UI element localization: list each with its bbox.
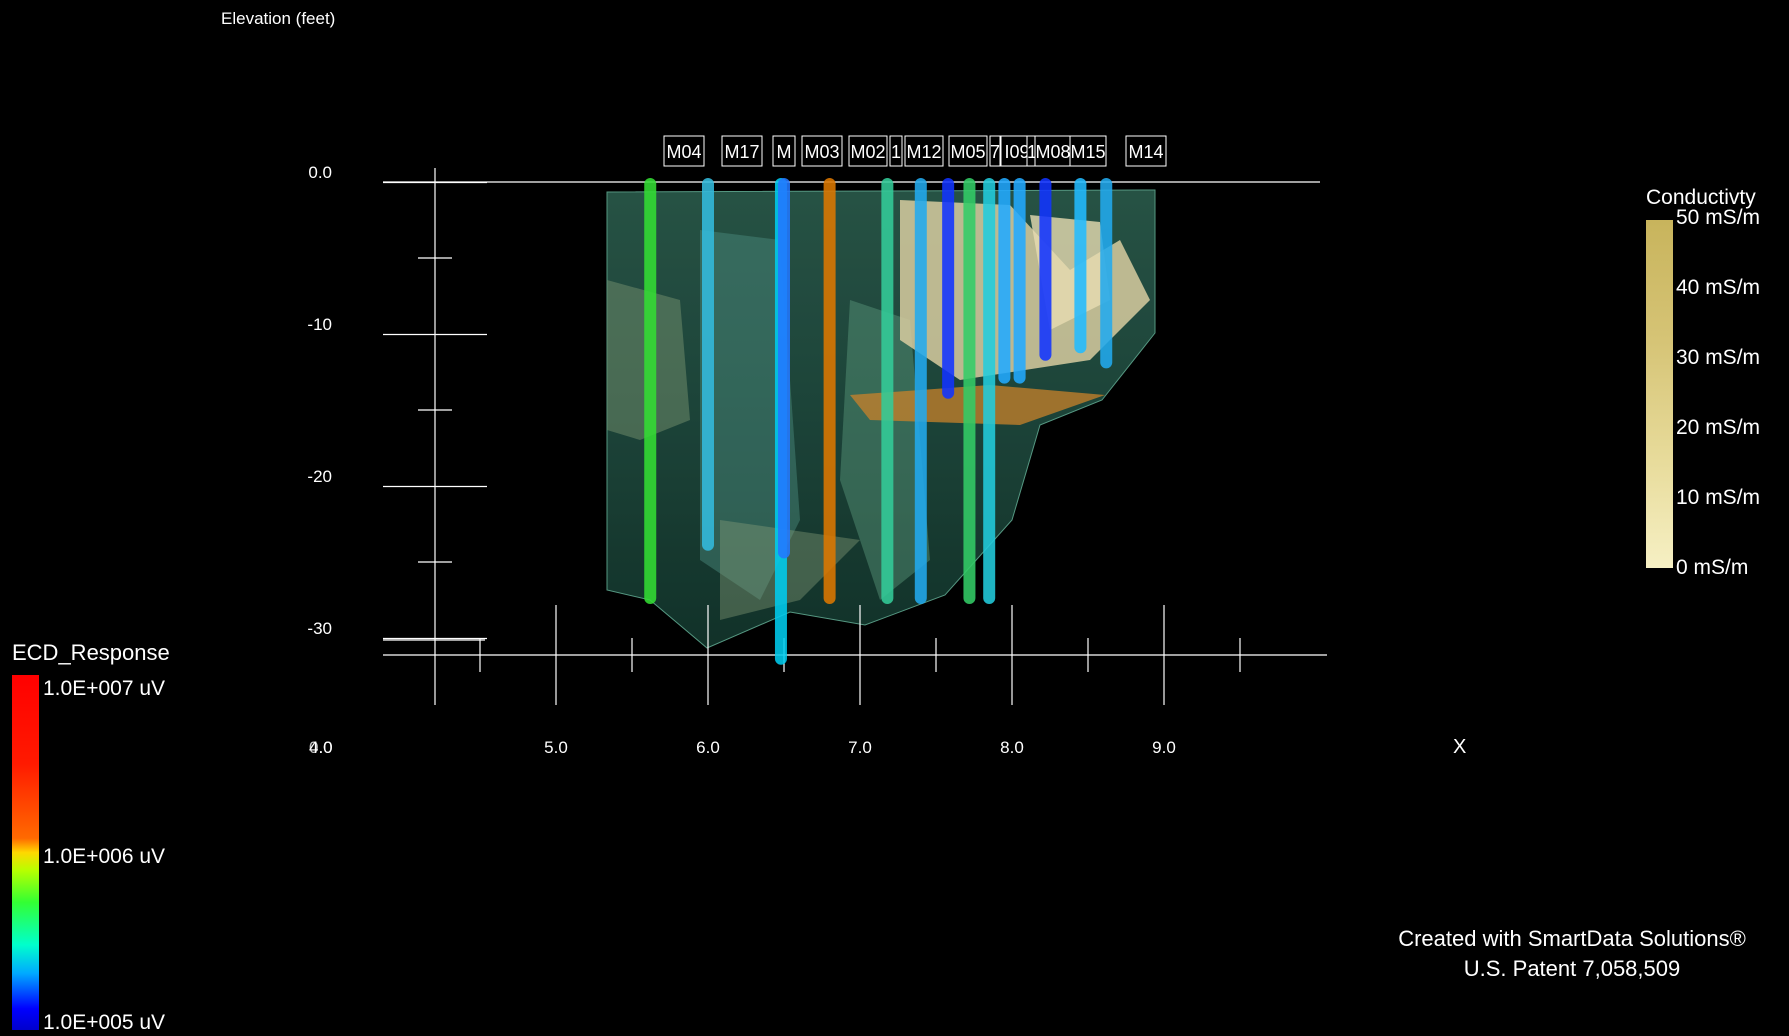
ecd-label-low: 1.0E+005 uV	[43, 1011, 166, 1034]
svg-text:M03: M03	[804, 142, 839, 162]
x-tick-label: 6.0	[696, 738, 720, 757]
well-label-m08: M08	[1034, 135, 1072, 167]
svg-text:M04: M04	[666, 142, 701, 162]
svg-text:M17: M17	[724, 142, 759, 162]
well-m02-column	[881, 178, 894, 604]
svg-text:7: 7	[990, 142, 1000, 162]
well-m12-column	[942, 178, 955, 399]
well-m03-column	[823, 178, 836, 604]
well-label-m02: M02	[848, 135, 888, 167]
y-axis-ticks: 0.0 -10 -20 -30	[307, 163, 487, 640]
x-axis-ticks: 5.0 6.0 7.0 8.0 9.0	[479, 605, 1241, 757]
y-axis-title: Elevation (feet)	[221, 9, 335, 28]
conductivity-label-40: 40 mS/m	[1676, 276, 1761, 299]
well-i09-column	[998, 178, 1011, 384]
x-tick-label: 8.0	[1000, 738, 1024, 757]
svg-text:M12: M12	[906, 142, 941, 162]
ecd-colorbar	[12, 675, 39, 1030]
well-label-1: 1	[889, 135, 903, 167]
x-tick-label: 9.0	[1152, 738, 1176, 757]
well-label-m03: M03	[801, 135, 843, 167]
well-7-column	[983, 178, 996, 604]
ecd-legend-title: ECD_Response	[12, 640, 170, 665]
y-tick-label: -20	[307, 467, 332, 486]
conductivity-label-20: 20 mS/m	[1676, 416, 1761, 439]
well-m-column	[778, 178, 790, 559]
y-tick-label: -10	[307, 315, 332, 334]
well-1-column	[1013, 178, 1026, 384]
x-axis-title: X	[1453, 736, 1466, 758]
svg-text:M: M	[777, 142, 792, 162]
credit-line-software: Created with SmartData Solutions®	[1398, 926, 1746, 951]
x-origin-label-b: 0.0	[309, 738, 333, 757]
conductivity-label-50: 50 mS/m	[1676, 206, 1761, 229]
well-m04-column	[644, 178, 657, 604]
conductivity-legend-title: Conductivty	[1646, 186, 1756, 209]
x-tick-label: 7.0	[848, 738, 872, 757]
svg-text:M15: M15	[1070, 142, 1105, 162]
svg-text:1: 1	[891, 142, 901, 162]
well-label-m14: M14	[1125, 135, 1167, 167]
well-m15-column	[1074, 178, 1087, 354]
ecd-label-mid: 1.0E+006 uV	[43, 845, 166, 868]
svg-text:1: 1	[1027, 142, 1037, 162]
well-label-m04: M04	[663, 135, 705, 167]
volume-body	[606, 189, 1156, 649]
y-tick-label: 0.0	[308, 163, 332, 182]
x-tick-label: 5.0	[544, 738, 568, 757]
credit-block: Created with SmartData Solutions® U.S. P…	[1362, 924, 1782, 984]
y-tick-label: -30	[307, 619, 332, 638]
well-m08-column	[1039, 178, 1052, 361]
well-m17-column	[702, 178, 714, 551]
credit-line-patent: U.S. Patent 7,058,509	[1463, 956, 1681, 981]
svg-text:M14: M14	[1128, 142, 1163, 162]
well-label-m17: M17	[721, 135, 763, 167]
x-origin-label-a: 4.0	[309, 738, 333, 757]
conductivity-label-30: 30 mS/m	[1676, 346, 1761, 369]
well-label-m12: M12	[904, 135, 944, 167]
svg-text:M08: M08	[1035, 142, 1070, 162]
well-label-m15: M15	[1069, 135, 1107, 167]
well-label-m05: M05	[948, 135, 988, 167]
conductivity-colorbar	[1646, 220, 1673, 568]
well-label-m: M	[772, 135, 796, 167]
well-label-7: 7	[989, 135, 1001, 167]
well-m05-column	[963, 178, 976, 604]
conductivity-label-0: 0 mS/m	[1676, 556, 1749, 579]
svg-text:I09: I09	[1004, 142, 1029, 162]
svg-text:M05: M05	[950, 142, 985, 162]
well-m14-column	[1100, 178, 1113, 369]
well-1-column	[914, 178, 927, 604]
ecd-label-high: 1.0E+007 uV	[43, 677, 166, 700]
svg-text:M02: M02	[850, 142, 885, 162]
conductivity-label-10: 10 mS/m	[1676, 486, 1761, 509]
